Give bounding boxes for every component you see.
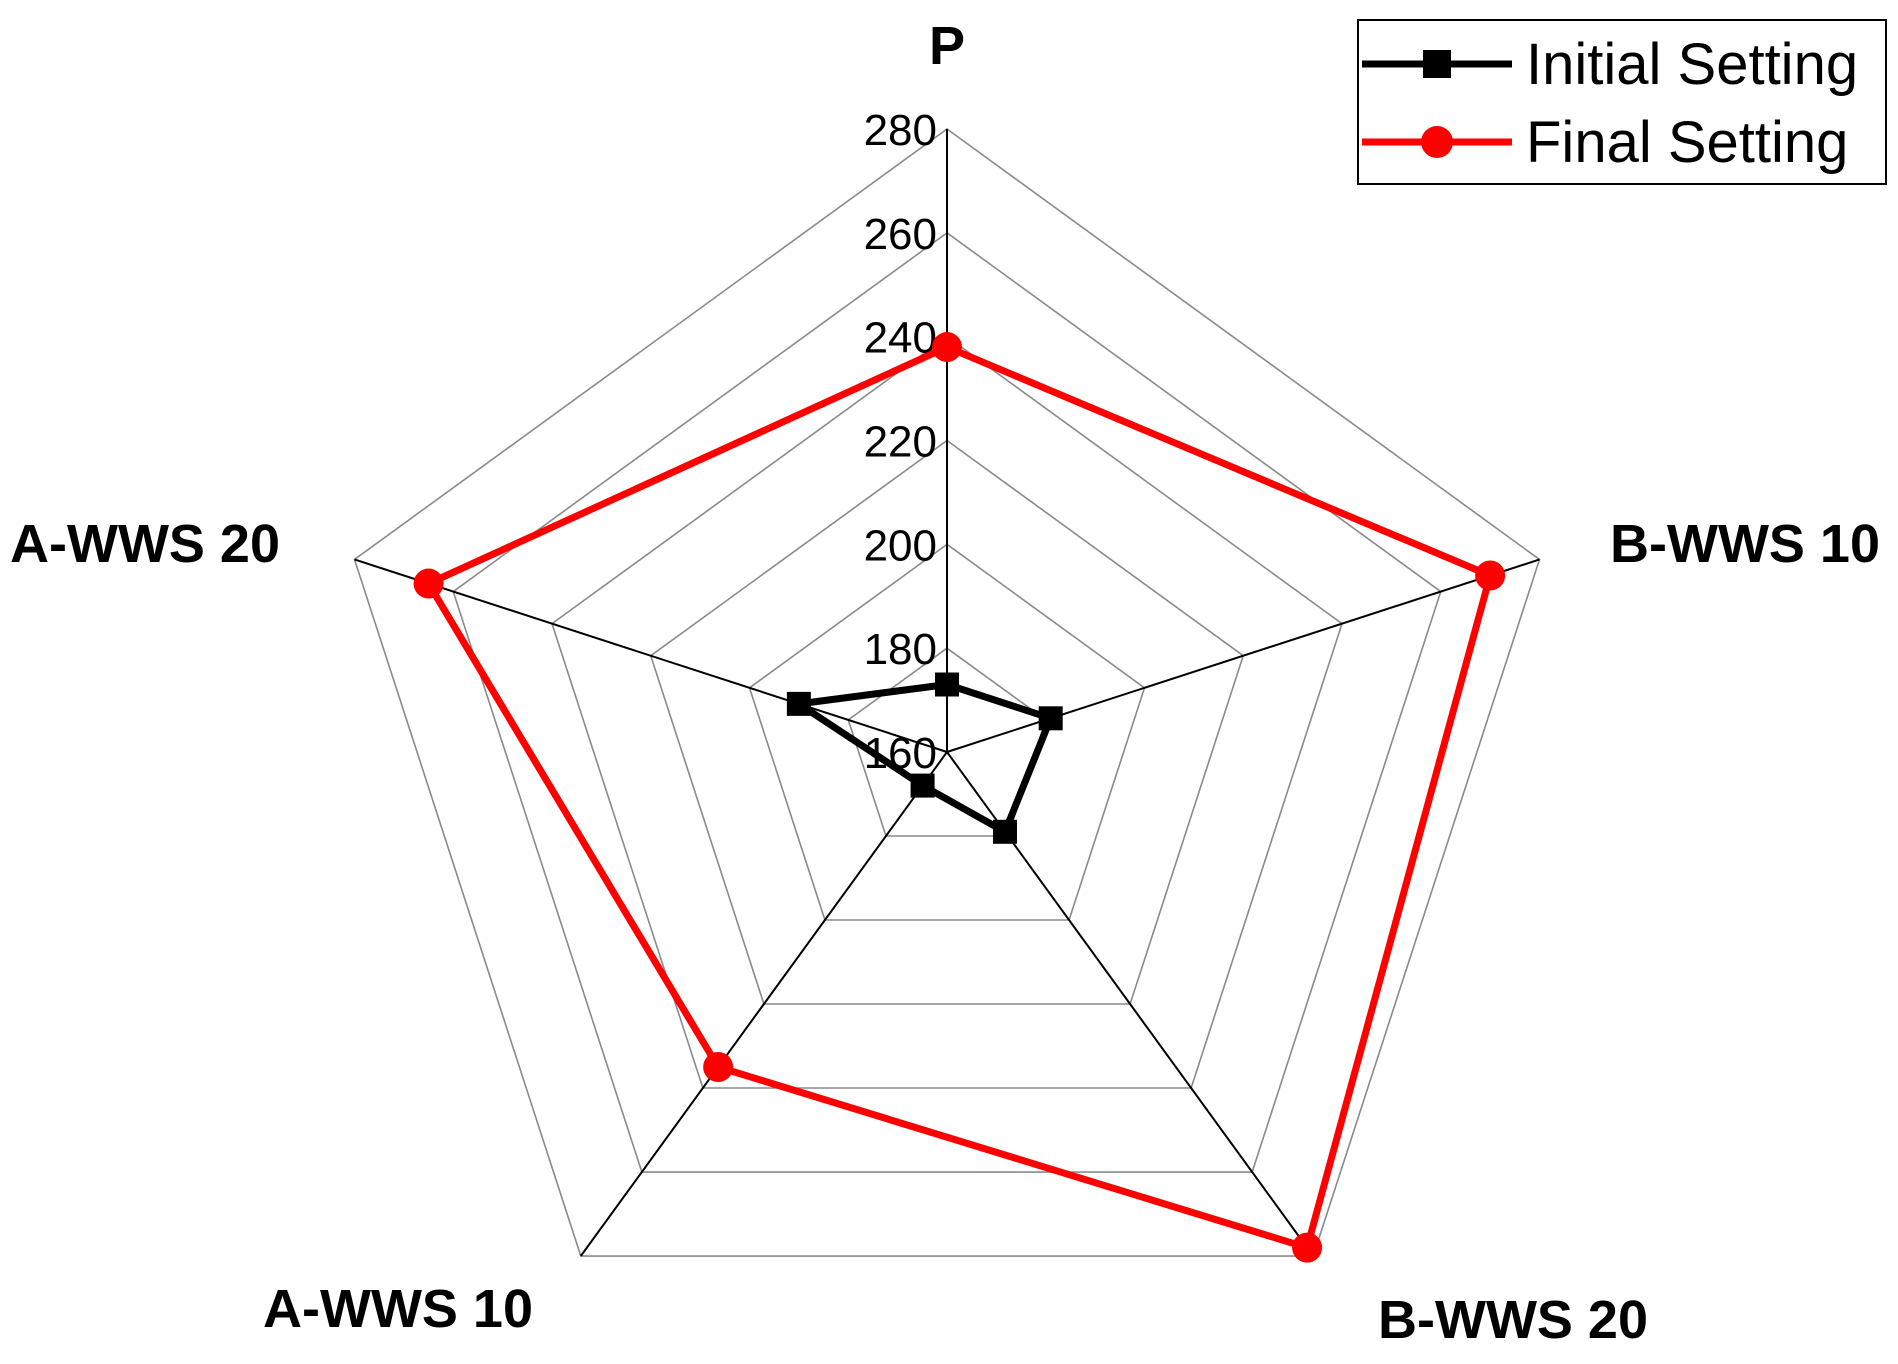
series-line-0: [795, 681, 1055, 836]
point-1-4: [413, 568, 444, 599]
series-1: [413, 332, 1506, 1263]
point-0-2: [992, 819, 1017, 844]
legend-marker-final: [1421, 126, 1453, 158]
point-1-2: [1292, 1232, 1323, 1263]
tick-label-220: 220: [864, 418, 937, 467]
series-layer: [413, 332, 1506, 1263]
point-1-0: [932, 332, 962, 363]
point-0-0: [935, 672, 959, 697]
axis-layer: [354, 129, 1540, 1257]
legend-label-initial: Initial Setting: [1526, 32, 1858, 97]
axis-labels: P B-WWS 10 B-WWS 20 A-WWS 10 A-WWS 20: [10, 16, 1880, 1350]
tick-label-180: 180: [864, 625, 937, 674]
point-1-3: [703, 1052, 734, 1083]
legend-box: [1357, 19, 1887, 185]
legend-label-final: Final Setting: [1526, 110, 1848, 175]
axis-label-a-wws-10: A-WWS 10: [263, 1279, 533, 1339]
grid-ring-240: [551, 335, 1343, 1089]
grid-ring-280: [353, 128, 1541, 1257]
series-0: [786, 672, 1063, 844]
point-0-1: [1038, 706, 1063, 731]
grid-layer: [353, 128, 1541, 1257]
point-1-1: [1475, 560, 1506, 591]
tick-label-260: 260: [864, 210, 937, 259]
grid-ring-220: [649, 439, 1245, 1005]
axis-label-p: P: [929, 16, 965, 76]
axis-label-b-wws-10: B-WWS 10: [1610, 514, 1880, 574]
tick-label-200: 200: [864, 521, 937, 570]
point-0-4: [786, 691, 811, 716]
axis-label-a-wws-20: A-WWS 20: [10, 514, 280, 574]
grid-ring-200: [748, 543, 1146, 921]
legend-marker-initial: [1423, 50, 1451, 78]
series-line-1: [425, 343, 1494, 1252]
point-0-3: [910, 773, 935, 798]
legend: Initial Setting Final Setting: [1357, 19, 1887, 185]
axis-label-b-wws-20: B-WWS 20: [1378, 1290, 1648, 1350]
axis-spoke-4: [354, 558, 948, 753]
tick-label-280: 280: [864, 106, 937, 155]
axis-spoke-3: [580, 751, 948, 1257]
